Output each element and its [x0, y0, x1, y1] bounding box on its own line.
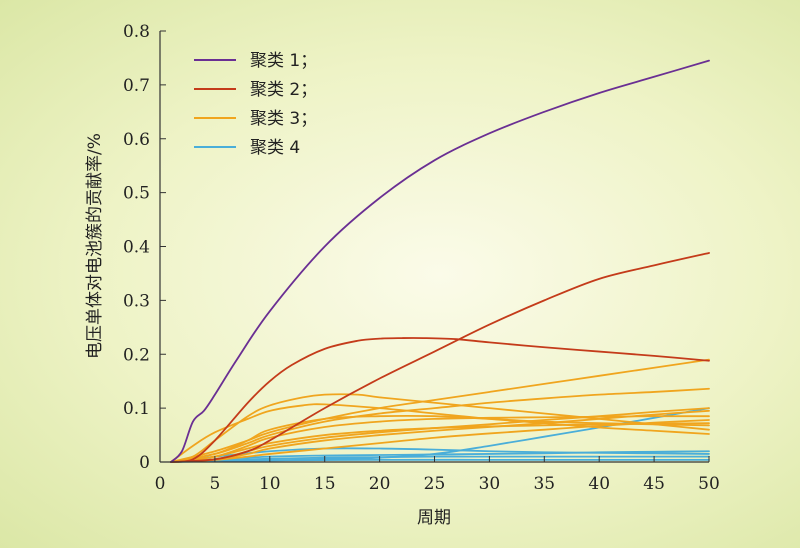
y-axis-title: 电压单体对电池簇的贡献率/%	[85, 133, 105, 359]
y-tick-label: 0.1	[123, 399, 150, 419]
x-tick-label: 20	[369, 474, 391, 494]
series-line-cluster-2	[170, 252, 710, 463]
x-tick-label: 15	[314, 474, 336, 494]
plot-lines	[170, 59, 710, 463]
legend-label: 聚类 2；	[250, 80, 317, 100]
x-tick-label: 10	[259, 474, 281, 494]
series-line-cluster-3	[170, 422, 710, 463]
x-tick-label: 0	[155, 474, 166, 494]
x-axis-title: 周期	[417, 508, 451, 528]
y-tick-label: 0.6	[123, 130, 150, 150]
x-tick-label: 50	[698, 474, 720, 494]
x-tick-label: 40	[588, 474, 610, 494]
x-tick-label: 35	[533, 474, 555, 494]
series-line-cluster-3	[170, 409, 710, 463]
series-line-cluster-3	[170, 414, 710, 463]
legend: 聚类 1； 聚类 2； 聚类 3； 聚类 4	[194, 51, 317, 158]
series-line-cluster-4	[170, 450, 710, 463]
y-tick-label: 0.4	[123, 238, 150, 258]
x-tick-label: 25	[424, 474, 446, 494]
y-tick-label: 0.7	[123, 76, 150, 96]
x-tick-label: 30	[479, 474, 501, 494]
x-tick-label: 5	[209, 474, 220, 494]
y-tick-label: 0.2	[123, 345, 150, 365]
y-tick-label: 0.5	[123, 184, 150, 204]
y-tick-label: 0.3	[123, 291, 150, 311]
axes	[159, 31, 709, 463]
legend-label: 聚类 4	[250, 138, 300, 158]
legend-label: 聚类 3；	[250, 109, 317, 129]
legend-label: 聚类 1；	[250, 51, 317, 71]
x-tick-label: 45	[643, 474, 665, 494]
y-tick-label: 0	[139, 453, 150, 473]
series-line-cluster-3	[170, 403, 710, 463]
series-line-cluster-1	[170, 59, 710, 463]
y-tick-label: 0.8	[123, 22, 150, 42]
series-line-cluster-3	[170, 387, 710, 463]
x-ticks: 0 5 10 15 20 25 30 35 40 45 50	[155, 456, 720, 494]
y-ticks: 0 0.1 0.2 0.3 0.4 0.5 0.6 0.7 0.8	[123, 22, 166, 473]
series-line-cluster-2	[170, 337, 710, 463]
series-line-cluster-3	[170, 419, 710, 463]
